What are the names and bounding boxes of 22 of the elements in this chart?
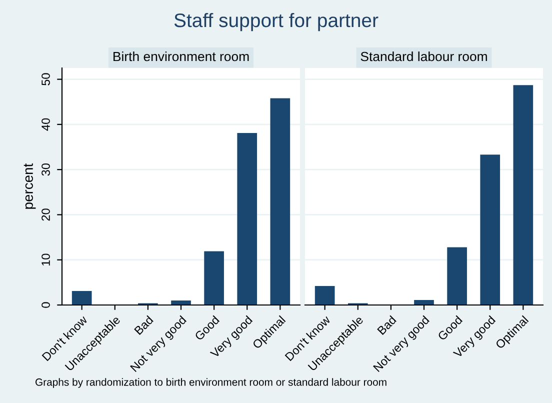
bar <box>513 85 534 305</box>
bar <box>447 247 467 305</box>
y-tick-label: 10 <box>42 254 50 266</box>
bar <box>72 291 92 305</box>
bar <box>480 154 500 305</box>
y-tick-label: 20 <box>42 208 50 221</box>
chart-subtitle: Birth environment room <box>114 51 249 62</box>
bar <box>314 286 335 305</box>
bar <box>204 251 224 305</box>
text: Graphs by randomization to birth environment room or standard labour room <box>36 378 386 388</box>
chart-title: Staff support for partner <box>174 12 378 32</box>
bar <box>237 133 258 305</box>
y-tick-label: 0 <box>42 302 50 308</box>
y-tick-label: 30 <box>42 163 50 176</box>
x-tick-label: Bad <box>134 315 154 336</box>
x-tick-label: Bad <box>376 315 397 336</box>
y-tick-label: 40 <box>42 118 50 131</box>
y-tick-label: 50 <box>42 73 50 86</box>
y-axis-title: percent <box>24 163 36 209</box>
bar <box>270 98 290 305</box>
bar <box>414 300 434 305</box>
chart-subtitle: Standard labour room <box>360 51 487 62</box>
